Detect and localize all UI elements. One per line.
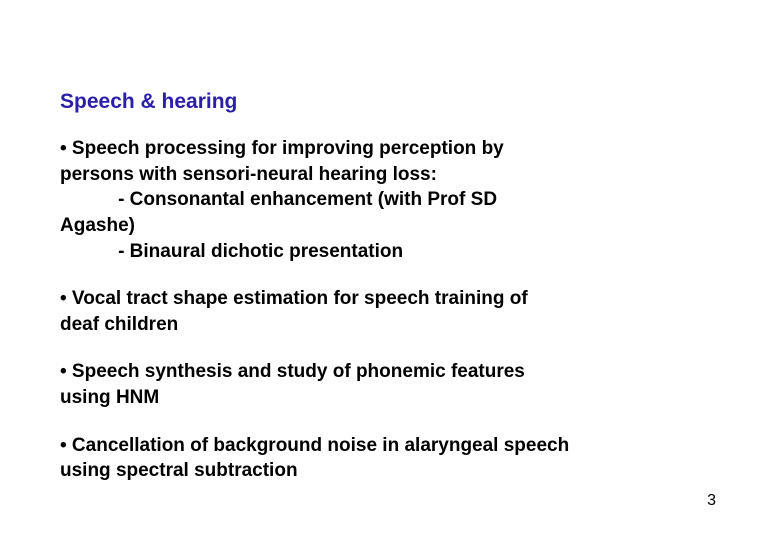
slide: Speech & hearing • Speech processing for… <box>0 0 780 540</box>
text-line: using HNM <box>60 385 720 411</box>
page-number: 3 <box>707 492 716 510</box>
text-line: • Cancellation of background noise in al… <box>60 433 720 459</box>
text-line: • Vocal tract shape estimation for speec… <box>60 286 720 312</box>
text-line: - Consonantal enhancement (with Prof SD <box>60 187 720 213</box>
bullet-noise-cancellation: • Cancellation of background noise in al… <box>60 433 720 484</box>
text-line: - Binaural dichotic presentation <box>60 239 720 265</box>
text-line: • Speech processing for improving percep… <box>60 136 720 162</box>
slide-body: • Speech processing for improving percep… <box>60 136 720 484</box>
text-line: Agashe) <box>60 213 720 239</box>
bullet-speech-synthesis: • Speech synthesis and study of phonemic… <box>60 359 720 410</box>
text-line: using spectral subtraction <box>60 458 720 484</box>
text-line: • Speech synthesis and study of phonemic… <box>60 359 720 385</box>
text-line: deaf children <box>60 312 720 338</box>
text-line: persons with sensori-neural hearing loss… <box>60 162 720 188</box>
bullet-speech-processing: • Speech processing for improving percep… <box>60 136 720 264</box>
slide-title: Speech & hearing <box>60 90 720 114</box>
bullet-vocal-tract: • Vocal tract shape estimation for speec… <box>60 286 720 337</box>
